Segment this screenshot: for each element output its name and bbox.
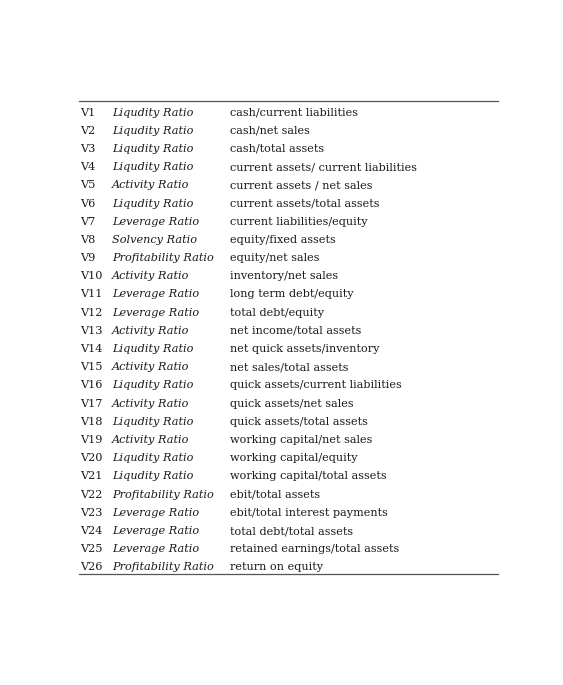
Text: V25: V25: [80, 545, 102, 554]
Text: Leverage Ratio: Leverage Ratio: [112, 526, 199, 536]
Text: V4: V4: [80, 162, 95, 172]
Text: cash/net sales: cash/net sales: [230, 126, 310, 136]
Text: cash/total assets: cash/total assets: [230, 144, 324, 154]
Text: working capital/equity: working capital/equity: [230, 453, 358, 463]
Text: V26: V26: [80, 562, 102, 573]
Text: Liqudity Ratio: Liqudity Ratio: [112, 162, 193, 172]
Text: Solvency Ratio: Solvency Ratio: [112, 235, 197, 245]
Text: Activity Ratio: Activity Ratio: [112, 362, 189, 372]
Text: return on equity: return on equity: [230, 562, 323, 573]
Text: cash/current liabilities: cash/current liabilities: [230, 108, 358, 118]
Text: Activity Ratio: Activity Ratio: [112, 399, 189, 409]
Text: Leverage Ratio: Leverage Ratio: [112, 216, 199, 227]
Text: V15: V15: [80, 362, 102, 372]
Text: V6: V6: [80, 199, 95, 208]
Text: current assets/total assets: current assets/total assets: [230, 199, 379, 208]
Text: Leverage Ratio: Leverage Ratio: [112, 308, 199, 318]
Text: V12: V12: [80, 308, 102, 318]
Text: V2: V2: [80, 126, 95, 136]
Text: Liqudity Ratio: Liqudity Ratio: [112, 108, 193, 118]
Text: V24: V24: [80, 526, 102, 536]
Text: Leverage Ratio: Leverage Ratio: [112, 545, 199, 554]
Text: V7: V7: [80, 216, 95, 227]
Text: Activity Ratio: Activity Ratio: [112, 271, 189, 282]
Text: V19: V19: [80, 435, 102, 445]
Text: V8: V8: [80, 235, 95, 245]
Text: Liqudity Ratio: Liqudity Ratio: [112, 453, 193, 463]
Text: Activity Ratio: Activity Ratio: [112, 180, 189, 190]
Text: working capital/total assets: working capital/total assets: [230, 471, 386, 482]
Text: total debt/total assets: total debt/total assets: [230, 526, 353, 536]
Text: quick assets/total assets: quick assets/total assets: [230, 417, 368, 427]
Text: ebit/total assets: ebit/total assets: [230, 490, 320, 499]
Text: quick assets/net sales: quick assets/net sales: [230, 399, 353, 409]
Text: Liqudity Ratio: Liqudity Ratio: [112, 199, 193, 208]
Text: net quick assets/inventory: net quick assets/inventory: [230, 344, 379, 354]
Text: V9: V9: [80, 253, 95, 263]
Text: Activity Ratio: Activity Ratio: [112, 435, 189, 445]
Text: V17: V17: [80, 399, 102, 409]
Text: Profitability Ratio: Profitability Ratio: [112, 253, 213, 263]
Text: ebit/total interest payments: ebit/total interest payments: [230, 508, 387, 518]
Text: V18: V18: [80, 417, 102, 427]
Text: Profitability Ratio: Profitability Ratio: [112, 562, 213, 573]
Text: Liqudity Ratio: Liqudity Ratio: [112, 471, 193, 482]
Text: current assets/ current liabilities: current assets/ current liabilities: [230, 162, 417, 172]
Text: V23: V23: [80, 508, 102, 518]
Text: long term debt/equity: long term debt/equity: [230, 290, 353, 299]
Text: net income/total assets: net income/total assets: [230, 326, 361, 336]
Text: V5: V5: [80, 180, 95, 190]
Text: quick assets/current liabilities: quick assets/current liabilities: [230, 380, 401, 390]
Text: V11: V11: [80, 290, 102, 299]
Text: V22: V22: [80, 490, 102, 499]
Text: Profitability Ratio: Profitability Ratio: [112, 490, 213, 499]
Text: Liqudity Ratio: Liqudity Ratio: [112, 126, 193, 136]
Text: total debt/equity: total debt/equity: [230, 308, 324, 318]
Text: inventory/net sales: inventory/net sales: [230, 271, 338, 282]
Text: current liabilities/equity: current liabilities/equity: [230, 216, 367, 227]
Text: V14: V14: [80, 344, 102, 354]
Text: Liqudity Ratio: Liqudity Ratio: [112, 417, 193, 427]
Text: equity/fixed assets: equity/fixed assets: [230, 235, 336, 245]
Text: V21: V21: [80, 471, 102, 482]
Text: net sales/total assets: net sales/total assets: [230, 362, 348, 372]
Text: working capital/net sales: working capital/net sales: [230, 435, 372, 445]
Text: V10: V10: [80, 271, 102, 282]
Text: Leverage Ratio: Leverage Ratio: [112, 290, 199, 299]
Text: current assets / net sales: current assets / net sales: [230, 180, 372, 190]
Text: V16: V16: [80, 380, 102, 390]
Text: Liqudity Ratio: Liqudity Ratio: [112, 380, 193, 390]
Text: V13: V13: [80, 326, 102, 336]
Text: equity/net sales: equity/net sales: [230, 253, 319, 263]
Text: Activity Ratio: Activity Ratio: [112, 326, 189, 336]
Text: V1: V1: [80, 108, 95, 118]
Text: V20: V20: [80, 453, 102, 463]
Text: Leverage Ratio: Leverage Ratio: [112, 508, 199, 518]
Text: Liqudity Ratio: Liqudity Ratio: [112, 144, 193, 154]
Text: V3: V3: [80, 144, 95, 154]
Text: retained earnings/total assets: retained earnings/total assets: [230, 545, 399, 554]
Text: Liqudity Ratio: Liqudity Ratio: [112, 344, 193, 354]
